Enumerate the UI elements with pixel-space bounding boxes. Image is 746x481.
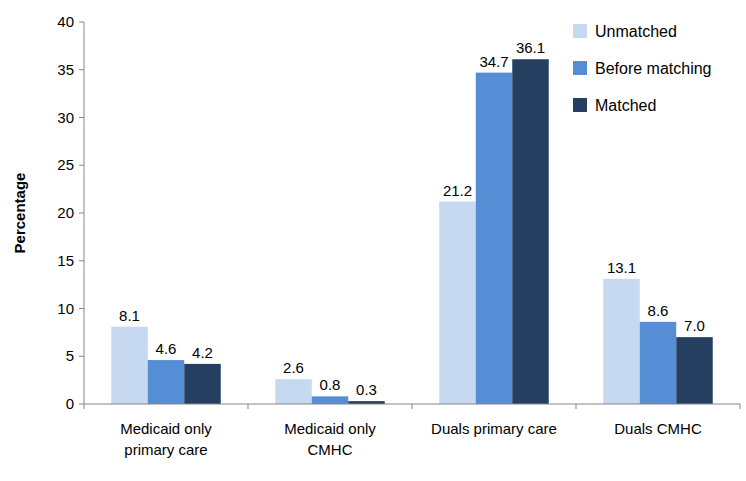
x-tick-label-line: Duals primary care bbox=[431, 420, 557, 437]
y-tick bbox=[79, 356, 84, 357]
y-tick-label: 5 bbox=[66, 347, 74, 364]
bar bbox=[640, 322, 677, 404]
bar bbox=[111, 327, 148, 404]
y-tick bbox=[79, 213, 84, 214]
x-tick bbox=[84, 404, 85, 409]
bar bbox=[275, 379, 312, 404]
data-label: 4.6 bbox=[156, 340, 177, 357]
bars bbox=[111, 59, 713, 404]
x-tick-label-line: Medicaid only bbox=[284, 420, 376, 437]
x-tick-label: Duals CMHC bbox=[614, 420, 702, 437]
y-tick bbox=[79, 260, 84, 261]
y-tick-label: 30 bbox=[57, 109, 74, 126]
x-tick bbox=[740, 404, 741, 409]
y-axis-label: Percentage bbox=[11, 173, 28, 254]
y-tick bbox=[79, 117, 84, 118]
data-label: 21.2 bbox=[443, 182, 472, 199]
bar bbox=[312, 396, 349, 404]
x-tick-label: Medicaid only CMHC bbox=[284, 420, 376, 458]
legend-label: Unmatched bbox=[595, 23, 677, 40]
legend-label: Matched bbox=[595, 97, 656, 114]
y-tick bbox=[79, 308, 84, 309]
y-tick bbox=[79, 69, 84, 70]
x-tick bbox=[248, 404, 249, 409]
data-label: 4.2 bbox=[192, 344, 213, 361]
y-tick-label: 15 bbox=[57, 252, 74, 269]
bar bbox=[184, 364, 221, 404]
data-label: 34.7 bbox=[479, 53, 508, 70]
y-tick-label: 10 bbox=[57, 300, 74, 317]
x-tick-label: Duals primary care bbox=[431, 420, 557, 437]
bar bbox=[603, 279, 640, 404]
data-label: 7.0 bbox=[684, 317, 705, 334]
legend-swatch bbox=[573, 24, 587, 38]
data-label: 2.6 bbox=[283, 359, 304, 376]
x-tick-label: Medicaid only primary care bbox=[120, 420, 212, 458]
x-tick-label-line: Medicaid only bbox=[120, 420, 212, 437]
y-tick-label: 35 bbox=[57, 61, 74, 78]
x-tick bbox=[412, 404, 413, 409]
x-tick-label-line: CMHC bbox=[308, 441, 353, 458]
y-tick-label: 20 bbox=[57, 204, 74, 221]
legend-label: Before matching bbox=[595, 60, 712, 77]
y-tick bbox=[79, 165, 84, 166]
legend-swatch bbox=[573, 98, 587, 112]
data-label: 0.3 bbox=[356, 381, 377, 398]
y-tick-label: 0 bbox=[66, 395, 74, 412]
bar bbox=[676, 337, 713, 404]
bar bbox=[476, 73, 513, 404]
x-tick-label-line: primary care bbox=[124, 441, 207, 458]
y-tick bbox=[79, 404, 84, 405]
bar bbox=[439, 202, 476, 404]
chart-svg: 8.1 2.6 21.2 13.1 4.6 0.8 34.7 8.6 4.2 0.3 36.1 7.0… bbox=[0, 0, 746, 481]
bar bbox=[512, 59, 549, 404]
y-tick-label: 25 bbox=[57, 156, 74, 173]
data-label: 0.8 bbox=[320, 376, 341, 393]
data-label: 13.1 bbox=[607, 259, 636, 276]
legend-swatch bbox=[573, 61, 587, 75]
chart-container: 8.1 2.6 21.2 13.1 4.6 0.8 34.7 8.6 4.2 0.3 36.1 7.0… bbox=[0, 0, 746, 481]
data-label: 8.6 bbox=[648, 302, 669, 319]
data-label: 36.1 bbox=[516, 39, 545, 56]
data-label: 8.1 bbox=[119, 307, 140, 324]
bar bbox=[148, 360, 185, 404]
x-tick bbox=[576, 404, 577, 409]
y-tick bbox=[79, 22, 84, 23]
x-tick-label-line: Duals CMHC bbox=[614, 420, 702, 437]
y-tick-label: 40 bbox=[57, 13, 74, 30]
